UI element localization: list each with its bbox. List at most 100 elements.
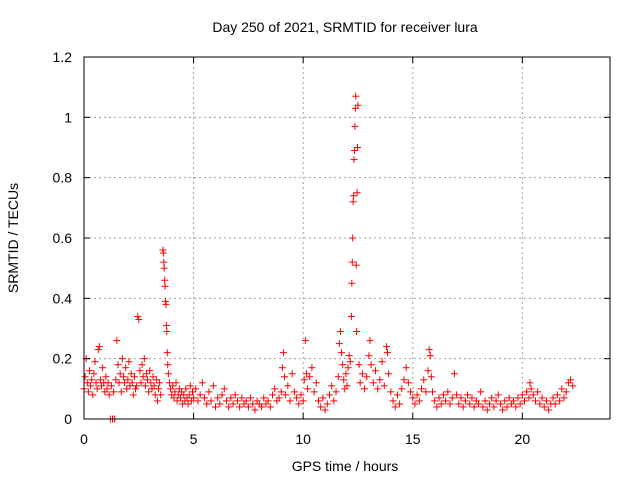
data-point [119, 373, 127, 381]
data-point [198, 379, 206, 387]
data-point [334, 373, 342, 381]
data-point [88, 376, 96, 384]
data-point [282, 391, 290, 399]
data-point [184, 400, 192, 408]
data-point [336, 328, 344, 336]
data-point [343, 382, 351, 390]
x-tick-label: 15 [405, 431, 421, 447]
data-point [531, 397, 539, 405]
data-point [247, 394, 255, 402]
data-point [315, 397, 323, 405]
data-point [483, 406, 491, 414]
data-point [485, 400, 493, 408]
data-point [299, 397, 307, 405]
data-point [442, 397, 450, 405]
y-tick-label: 0.2 [53, 351, 73, 367]
data-point [453, 391, 461, 399]
data-point [300, 376, 308, 384]
data-point [123, 385, 131, 393]
data-point [510, 397, 518, 405]
data-point [422, 388, 430, 396]
data-point [527, 385, 535, 393]
data-point [494, 391, 502, 399]
data-point [222, 397, 230, 405]
data-point [85, 367, 93, 375]
data-point [220, 385, 228, 393]
data-point [350, 192, 358, 200]
data-point [160, 258, 168, 266]
data-point [302, 370, 310, 378]
data-point [369, 379, 377, 387]
data-point [545, 406, 553, 414]
data-point [355, 361, 363, 369]
data-point [81, 373, 89, 381]
data-point [479, 403, 487, 411]
data-point [196, 391, 204, 399]
data-point [470, 403, 478, 411]
data-point [90, 370, 98, 378]
data-point [118, 355, 126, 363]
data-point [348, 258, 356, 266]
data-point [342, 370, 350, 378]
data-point [338, 349, 346, 357]
data-point [353, 189, 361, 197]
data-point [413, 391, 421, 399]
data-point [192, 385, 200, 393]
x-tick-label: 20 [515, 431, 531, 447]
data-point [529, 391, 537, 399]
data-point [127, 370, 135, 378]
data-point [121, 379, 129, 387]
data-point [113, 337, 121, 345]
data-point [142, 370, 150, 378]
data-point [562, 388, 570, 396]
data-point [352, 92, 360, 100]
data-point [560, 394, 568, 402]
data-point [297, 391, 305, 399]
data-point [558, 385, 566, 393]
data-point [304, 385, 312, 393]
data-point [93, 385, 101, 393]
data-point [260, 394, 268, 402]
data-point [155, 385, 163, 393]
data-point [512, 403, 520, 411]
data-point [279, 349, 287, 357]
data-point [216, 400, 224, 408]
data-point [351, 122, 359, 130]
data-point [124, 376, 132, 384]
data-point [286, 397, 294, 405]
data-point [344, 364, 352, 372]
data-point [567, 376, 575, 384]
data-point [103, 385, 111, 393]
data-point [525, 394, 533, 402]
data-point [163, 328, 171, 336]
data-point [551, 400, 559, 408]
data-point [105, 391, 113, 399]
data-point [249, 400, 257, 408]
data-point [218, 391, 226, 399]
points-layer [80, 92, 577, 423]
data-point [186, 382, 194, 390]
data-point [319, 394, 327, 402]
data-point [266, 403, 274, 411]
data-point [207, 397, 215, 405]
data-point [424, 367, 432, 375]
data-point [475, 400, 482, 408]
data-point [378, 358, 386, 366]
data-point [301, 337, 309, 345]
data-point [138, 361, 146, 369]
data-point [516, 400, 524, 408]
data-point [426, 352, 434, 360]
data-point [164, 361, 172, 369]
data-point [363, 373, 371, 381]
data-point [418, 385, 426, 393]
data-point [352, 261, 360, 269]
data-point [110, 388, 118, 396]
data-point [345, 352, 353, 360]
data-point [128, 379, 136, 387]
data-point [350, 147, 358, 155]
data-point [136, 367, 144, 375]
data-point [169, 382, 177, 390]
data-point [117, 388, 125, 396]
data-point [268, 391, 276, 399]
data-point [122, 364, 130, 372]
